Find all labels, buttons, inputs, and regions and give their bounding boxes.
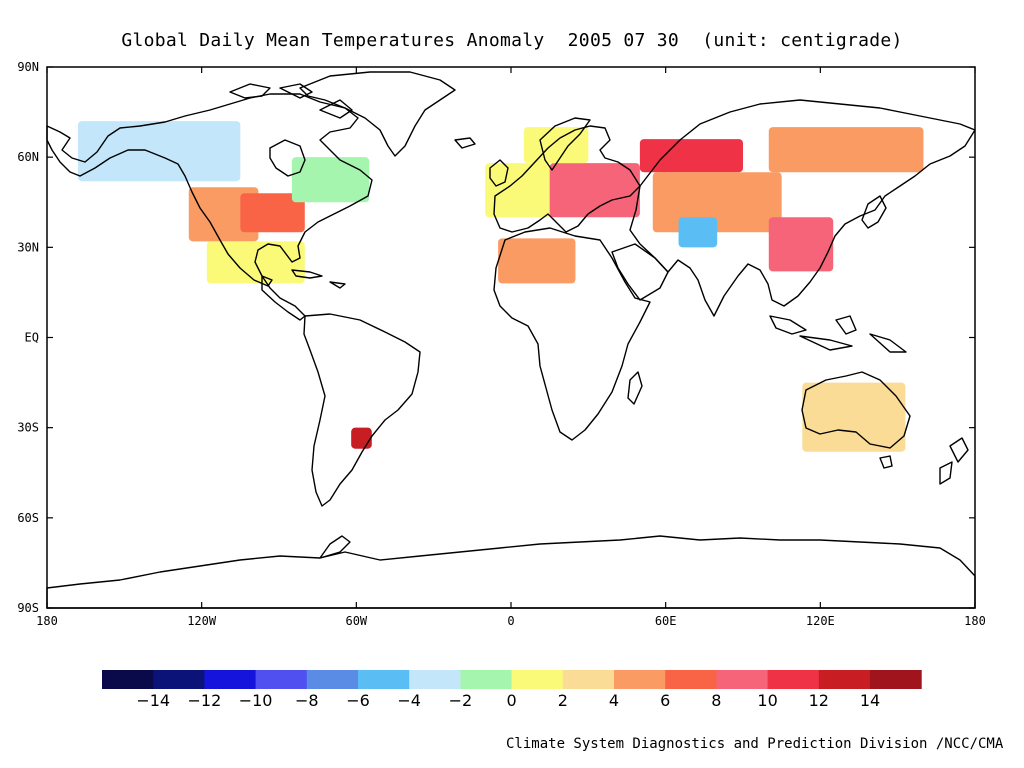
coastlines xyxy=(46,71,976,609)
lon-label: 180 xyxy=(36,614,58,628)
coast-australia xyxy=(801,371,911,449)
lat-label: 90N xyxy=(17,60,39,74)
coast-antarctica xyxy=(46,535,976,609)
title-date: 2005 07 30 xyxy=(567,30,680,51)
colorbar-label: 2 xyxy=(558,691,568,710)
colorbar-swatch xyxy=(818,670,871,689)
colorbar-swatch xyxy=(562,670,615,689)
lat-label: 60N xyxy=(17,150,39,164)
colorbar-swatch xyxy=(460,670,513,689)
colorbar-swatch xyxy=(716,670,769,689)
longitude-ticks: 180 120W 60W 0 60E 120E 180 xyxy=(36,67,986,628)
colorbar-swatch xyxy=(255,670,308,689)
coast-madagascar xyxy=(627,371,643,405)
coast-indonesia xyxy=(769,315,907,353)
coast-africa xyxy=(493,227,651,441)
anomaly-region xyxy=(351,427,372,449)
colorbar-swatch xyxy=(102,670,154,689)
latitude-ticks: 90N 60N 30N EQ 30S 60S 90S xyxy=(17,60,975,615)
map-title: Global Daily Mean Temperatures Anomaly 2… xyxy=(0,30,1024,51)
coast-british-isles xyxy=(489,159,509,187)
anomaly-region xyxy=(240,193,305,233)
lat-label: EQ xyxy=(25,331,39,345)
colorbar-label: 4 xyxy=(609,691,619,710)
anomaly-region xyxy=(802,382,906,452)
coast-arctic-islands xyxy=(229,83,353,119)
title-main: Global Daily Mean Temperatures Anomaly xyxy=(121,30,545,51)
anomaly-region xyxy=(77,121,241,182)
anomaly-region xyxy=(291,157,370,203)
coast-hudson-bay xyxy=(269,139,306,177)
coast-caribbean xyxy=(291,269,346,289)
colorbar-label: −14 xyxy=(136,691,170,710)
title-unit: (unit: centigrade) xyxy=(702,30,903,51)
coast-central-america xyxy=(261,275,306,321)
colorbar-label: −8 xyxy=(295,691,319,710)
colorbar-swatch xyxy=(358,670,410,689)
anomaly-region xyxy=(768,127,924,173)
colorbar-label: 6 xyxy=(660,691,670,710)
colorbar-swatch xyxy=(767,670,820,689)
colorbar-label: 8 xyxy=(711,691,721,710)
colorbar-swatch xyxy=(204,670,257,689)
coast-greenland xyxy=(299,71,456,157)
colorbar-label: −10 xyxy=(239,691,273,710)
coast-north-america xyxy=(46,93,373,287)
anomaly-region xyxy=(523,127,589,164)
colorbar-label: 0 xyxy=(507,691,517,710)
colorbar-label: 12 xyxy=(809,691,829,710)
credit-text: Climate System Diagnostics and Predictio… xyxy=(506,736,1004,752)
colorbar-swatch xyxy=(665,670,717,689)
coast-south-america xyxy=(303,313,421,507)
colorbar-swatch xyxy=(511,670,564,689)
lat-label: 60S xyxy=(17,511,39,525)
colorbar-label: −12 xyxy=(188,691,222,710)
colorbar-swatch xyxy=(306,670,359,689)
lon-label: 120E xyxy=(806,614,835,628)
colorbar-swatch xyxy=(153,670,205,689)
coast-arabia xyxy=(611,243,669,301)
colorbar-swatch xyxy=(614,670,666,689)
colorbar: −14 −12 −10 −8 −6 −4 −2 0 2 4 6 8 10 12 14 xyxy=(102,670,922,710)
anomaly-region xyxy=(768,217,834,272)
colorbar-swatch xyxy=(870,670,922,689)
colorbar-label: −6 xyxy=(346,691,370,710)
anomaly-region xyxy=(549,163,640,218)
lon-label: 60W xyxy=(345,614,367,628)
lat-label: 30N xyxy=(17,240,39,254)
coast-antarctic-peninsula xyxy=(319,535,351,559)
coast-iceland xyxy=(454,137,476,149)
colorbar-swatch xyxy=(409,670,461,689)
anomaly-region xyxy=(639,139,743,173)
lat-label: 90S xyxy=(17,601,39,615)
coast-tasmania xyxy=(879,455,893,469)
lon-label: 0 xyxy=(507,614,514,628)
lon-label: 120W xyxy=(187,614,217,628)
anomaly-region xyxy=(498,238,576,284)
colorbar-label: −2 xyxy=(449,691,473,710)
colorbar-label: 10 xyxy=(757,691,777,710)
coast-asia xyxy=(629,99,976,317)
colorbar-label: −4 xyxy=(397,691,421,710)
anomaly-region xyxy=(485,163,550,218)
lat-label: 30S xyxy=(17,421,39,435)
lon-label: 60E xyxy=(655,614,677,628)
anomaly-fills xyxy=(77,121,924,452)
colorbar-label: 14 xyxy=(860,691,880,710)
coast-new-zealand xyxy=(939,437,969,485)
lon-label: 180 xyxy=(964,614,986,628)
coast-japan xyxy=(861,195,887,229)
coast-scandinavia xyxy=(539,117,591,171)
anomaly-region xyxy=(678,217,718,248)
